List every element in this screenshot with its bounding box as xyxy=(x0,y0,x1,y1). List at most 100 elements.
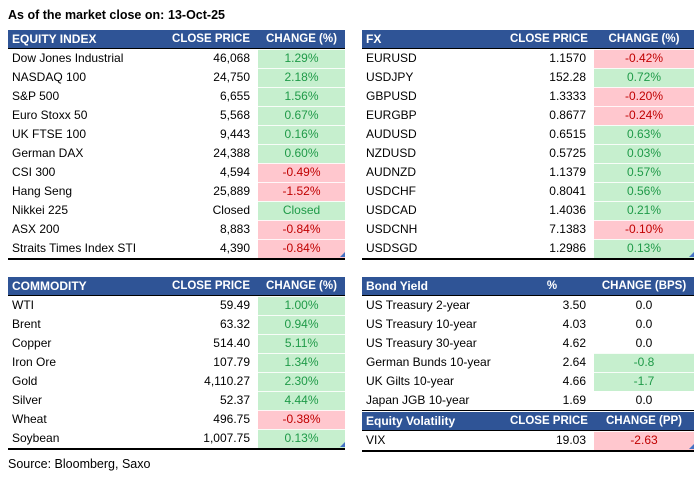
close-price-cell: 0.8677 xyxy=(549,108,586,122)
table-row: NZDUSD 0.5725 0.03% xyxy=(362,144,694,163)
row-label: Straits Times Index STI xyxy=(12,241,137,255)
close-price-cell: 8,883 xyxy=(219,222,250,236)
row-label: Brent xyxy=(12,317,41,331)
table-resize-handle-icon xyxy=(689,252,694,257)
table-header-row: COMMODITY CLOSE PRICE CHANGE (%) xyxy=(8,277,345,296)
row-label: USDCNH xyxy=(366,222,418,236)
row-label: Silver xyxy=(12,393,43,407)
row-label: AUDUSD xyxy=(366,127,417,141)
row-label: Dow Jones Industrial xyxy=(12,51,124,65)
close-price-cell: 7.1383 xyxy=(549,222,586,236)
close-price-cell: 1.3333 xyxy=(549,89,586,103)
change-cell: Closed xyxy=(258,201,345,220)
close-price-cell: 6,655 xyxy=(219,89,250,103)
table-row: UK Gilts 10-year 4.66 -1.7 xyxy=(362,372,694,391)
table-row: Silver 52.37 4.44% xyxy=(8,391,345,410)
row-label: AUDNZD xyxy=(366,165,416,179)
table-row: Straits Times Index STI 4,390 -0.84% xyxy=(8,239,345,258)
close-price-cell: 496.75 xyxy=(213,412,250,426)
change-cell: 0.0 xyxy=(635,298,653,312)
row-label: Japan JGB 10-year xyxy=(366,393,470,407)
change-cell: -0.42% xyxy=(594,49,694,68)
table-resize-handle-icon xyxy=(689,444,694,449)
row-label: Soybean xyxy=(12,431,60,445)
close-price-cell: 4.03 xyxy=(562,317,586,331)
table-row: USDSGD 1.2986 0.13% xyxy=(362,239,694,258)
change-column-header: CHANGE (%) xyxy=(266,279,337,292)
change-cell: -0.8 xyxy=(594,353,694,372)
change-cell: 2.30% xyxy=(258,372,345,391)
table-row: AUDNZD 1.1379 0.57% xyxy=(362,163,694,182)
close-price-cell: 1.4036 xyxy=(549,203,586,217)
table-row: Brent 63.32 0.94% xyxy=(8,315,345,334)
close-price-column-header: CLOSE PRICE xyxy=(172,279,250,292)
change-cell: 0.21% xyxy=(594,201,694,220)
row-label: ASX 200 xyxy=(12,222,60,236)
row-label: US Treasury 2-year xyxy=(366,298,471,312)
row-label: Nikkei 225 xyxy=(12,203,69,217)
equity-index-table: EQUITY INDEX CLOSE PRICE CHANGE (%) Dow … xyxy=(8,30,345,260)
close-price-column-header: CLOSE PRICE xyxy=(172,32,250,45)
table-body: Dow Jones Industrial 46,068 1.29% NASDAQ 10… xyxy=(8,49,345,258)
close-price-cell: 107.79 xyxy=(213,355,250,369)
table-row: Japan JGB 10-year 1.69 0.0 xyxy=(362,391,694,410)
equity-volatility-table: Equity Volatility CLOSE PRICE CHANGE (PP… xyxy=(362,412,694,452)
close-price-cell: 4.62 xyxy=(562,336,586,350)
change-cell: 1.34% xyxy=(258,353,345,372)
percent-column-header: % xyxy=(546,279,558,292)
close-price-cell: 1.69 xyxy=(562,393,586,407)
table-title: Equity Volatility xyxy=(366,413,456,428)
change-column-header: CHANGE (BPS) xyxy=(601,279,687,292)
table-row: USDCAD 1.4036 0.21% xyxy=(362,201,694,220)
table-row: Gold 4,110.27 2.30% xyxy=(8,372,345,391)
close-price-cell: Closed xyxy=(212,203,250,217)
table-row: ASX 200 8,883 -0.84% xyxy=(8,220,345,239)
table-title: FX xyxy=(366,31,382,46)
table-header-row: EQUITY INDEX CLOSE PRICE CHANGE (%) xyxy=(8,30,345,49)
row-label: UK Gilts 10-year xyxy=(366,374,455,388)
change-cell: 0.13% xyxy=(258,429,345,448)
close-price-column-header: CLOSE PRICE xyxy=(510,32,588,45)
row-label: US Treasury 10-year xyxy=(366,317,477,331)
row-label: UK FTSE 100 xyxy=(12,127,87,141)
table-row: Euro Stoxx 50 5,568 0.67% xyxy=(8,106,345,125)
change-cell: 0.94% xyxy=(258,315,345,334)
table-row: Nikkei 225 Closed Closed xyxy=(8,201,345,220)
table-row: NASDAQ 100 24,750 2.18% xyxy=(8,68,345,87)
close-price-cell: 59.49 xyxy=(219,298,250,312)
row-label: US Treasury 30-year xyxy=(366,336,477,350)
close-price-cell: 24,750 xyxy=(213,70,250,84)
table-header-row: Equity Volatility CLOSE PRICE CHANGE (PP… xyxy=(362,412,694,431)
change-column-header: CHANGE (%) xyxy=(608,32,680,45)
row-label: German DAX xyxy=(12,146,84,160)
close-price-cell: 24,388 xyxy=(213,146,250,160)
change-cell: -0.84% xyxy=(258,220,345,239)
change-cell: -0.38% xyxy=(258,410,345,429)
close-price-cell: 4.66 xyxy=(562,374,586,388)
table-row: EURUSD 1.1570 -0.42% xyxy=(362,49,694,68)
close-price-cell: 63.32 xyxy=(219,317,250,331)
as-of-date: 13-Oct-25 xyxy=(168,8,225,22)
change-cell: -1.52% xyxy=(258,182,345,201)
table-resize-handle-icon xyxy=(340,442,345,447)
row-label: USDCAD xyxy=(366,203,417,217)
row-label: VIX xyxy=(366,433,386,447)
table-row: US Treasury 2-year 3.50 0.0 xyxy=(362,296,694,315)
change-cell: -0.20% xyxy=(594,87,694,106)
source-note: Source: Bloomberg, Saxo xyxy=(8,457,151,471)
change-cell: 0.13% xyxy=(594,239,694,258)
row-label: CSI 300 xyxy=(12,165,56,179)
close-price-cell: 0.6515 xyxy=(549,127,586,141)
change-cell: 5.11% xyxy=(258,334,345,353)
table-body: WTI 59.49 1.00% Brent 63.32 0.94% Copper 514.40… xyxy=(8,296,345,448)
change-cell: -0.84% xyxy=(258,239,345,258)
table-row: USDJPY 152.28 0.72% xyxy=(362,68,694,87)
row-label: NASDAQ 100 xyxy=(12,70,87,84)
change-cell: 0.0 xyxy=(635,336,653,350)
change-cell: 0.0 xyxy=(635,393,653,407)
bond-yield-table: Bond Yield % CHANGE (BPS) US Treasury 2-… xyxy=(362,277,694,411)
change-cell: 1.29% xyxy=(258,49,345,68)
as-of-label: As of the market close on: xyxy=(8,8,165,22)
row-label: WTI xyxy=(12,298,34,312)
change-cell: -0.24% xyxy=(594,106,694,125)
